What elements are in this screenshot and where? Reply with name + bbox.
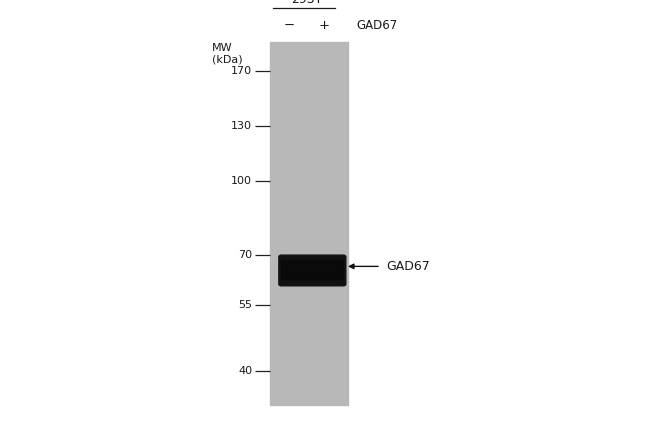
- Text: 70: 70: [238, 250, 252, 260]
- Text: 100: 100: [231, 176, 252, 186]
- Text: 170: 170: [231, 66, 252, 76]
- Text: 40: 40: [238, 366, 252, 376]
- Text: −: −: [283, 19, 295, 32]
- Text: GAD67: GAD67: [356, 19, 397, 32]
- Text: +: +: [318, 19, 329, 32]
- Text: 293T: 293T: [291, 0, 322, 6]
- Text: 130: 130: [231, 122, 252, 131]
- Bar: [270, 42, 348, 405]
- Text: GAD67: GAD67: [386, 260, 430, 273]
- Text: 55: 55: [238, 300, 252, 310]
- FancyBboxPatch shape: [281, 261, 343, 280]
- FancyBboxPatch shape: [279, 255, 346, 286]
- Text: MW
(kDa): MW (kDa): [212, 43, 243, 65]
